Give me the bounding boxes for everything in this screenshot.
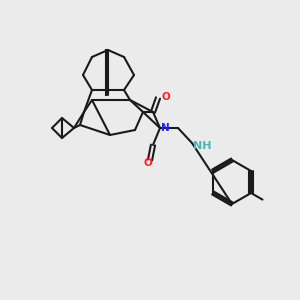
Text: O: O [161, 92, 170, 101]
Text: N: N [161, 123, 170, 133]
Text: O: O [144, 158, 153, 168]
Text: NH: NH [194, 141, 212, 151]
